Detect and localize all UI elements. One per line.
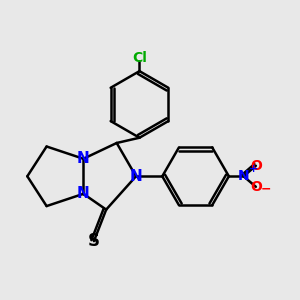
Text: N: N <box>77 151 90 166</box>
Text: −: − <box>261 182 272 195</box>
Text: +: + <box>248 164 258 174</box>
Text: O: O <box>250 180 262 194</box>
Text: N: N <box>238 169 249 183</box>
Text: N: N <box>130 169 142 184</box>
Text: S: S <box>88 232 100 250</box>
Text: O: O <box>250 159 262 173</box>
Text: N: N <box>77 186 90 201</box>
Text: Cl: Cl <box>132 51 147 65</box>
